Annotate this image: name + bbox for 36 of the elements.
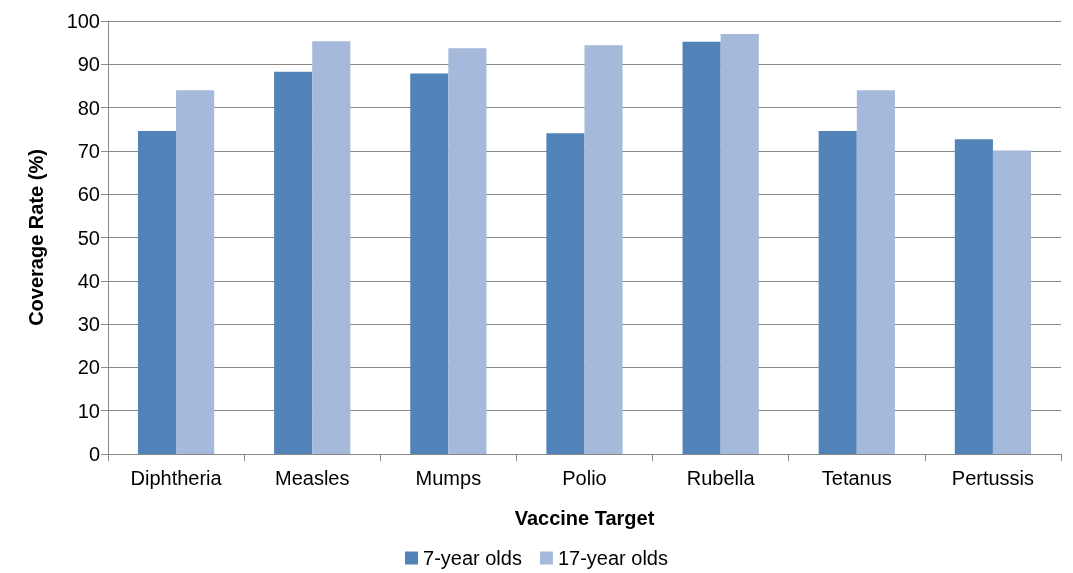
bar: [818, 130, 857, 454]
y-tick-label: 100: [66, 10, 100, 32]
bar: [448, 48, 487, 454]
y-tick-label: 90: [77, 53, 100, 76]
x-tick-label: Pertussis: [951, 467, 1035, 489]
x-tick-label: Mumps: [415, 467, 482, 489]
y-tick-label: 10: [77, 399, 100, 422]
bar: [992, 150, 1032, 454]
legend-label: 7-year olds: [423, 547, 522, 569]
legend-label: 17-year olds: [557, 547, 668, 569]
bar: [137, 130, 177, 454]
y-tick-label: 0: [88, 443, 100, 465]
y-tick-label: 30: [77, 313, 100, 336]
x-tick-label: Measles: [274, 467, 350, 489]
x-tick-label: Rubella: [686, 467, 756, 489]
y-tick-label: 50: [77, 226, 100, 249]
x-tick-label: Tetanus: [821, 467, 892, 489]
bar: [274, 71, 313, 454]
bar: [584, 45, 623, 454]
y-tick-label: 40: [77, 269, 100, 292]
bar: [410, 73, 449, 454]
y-axis-title: Coverage Rate (%): [25, 149, 47, 326]
y-tick-label: 20: [77, 356, 100, 379]
y-tick-label: 60: [77, 183, 100, 206]
bar: [546, 133, 585, 454]
x-tick-label: Polio: [562, 467, 607, 489]
bar: [856, 90, 895, 454]
bar: [954, 139, 993, 454]
x-axis-title: Vaccine Target: [514, 507, 655, 529]
x-tick-label: Diphtheria: [130, 467, 223, 489]
bar: [682, 41, 721, 454]
bar: [312, 41, 351, 454]
y-tick-label: 70: [77, 139, 100, 162]
bar: [720, 33, 759, 454]
y-tick-label: 80: [77, 96, 100, 119]
bar: [176, 90, 215, 454]
